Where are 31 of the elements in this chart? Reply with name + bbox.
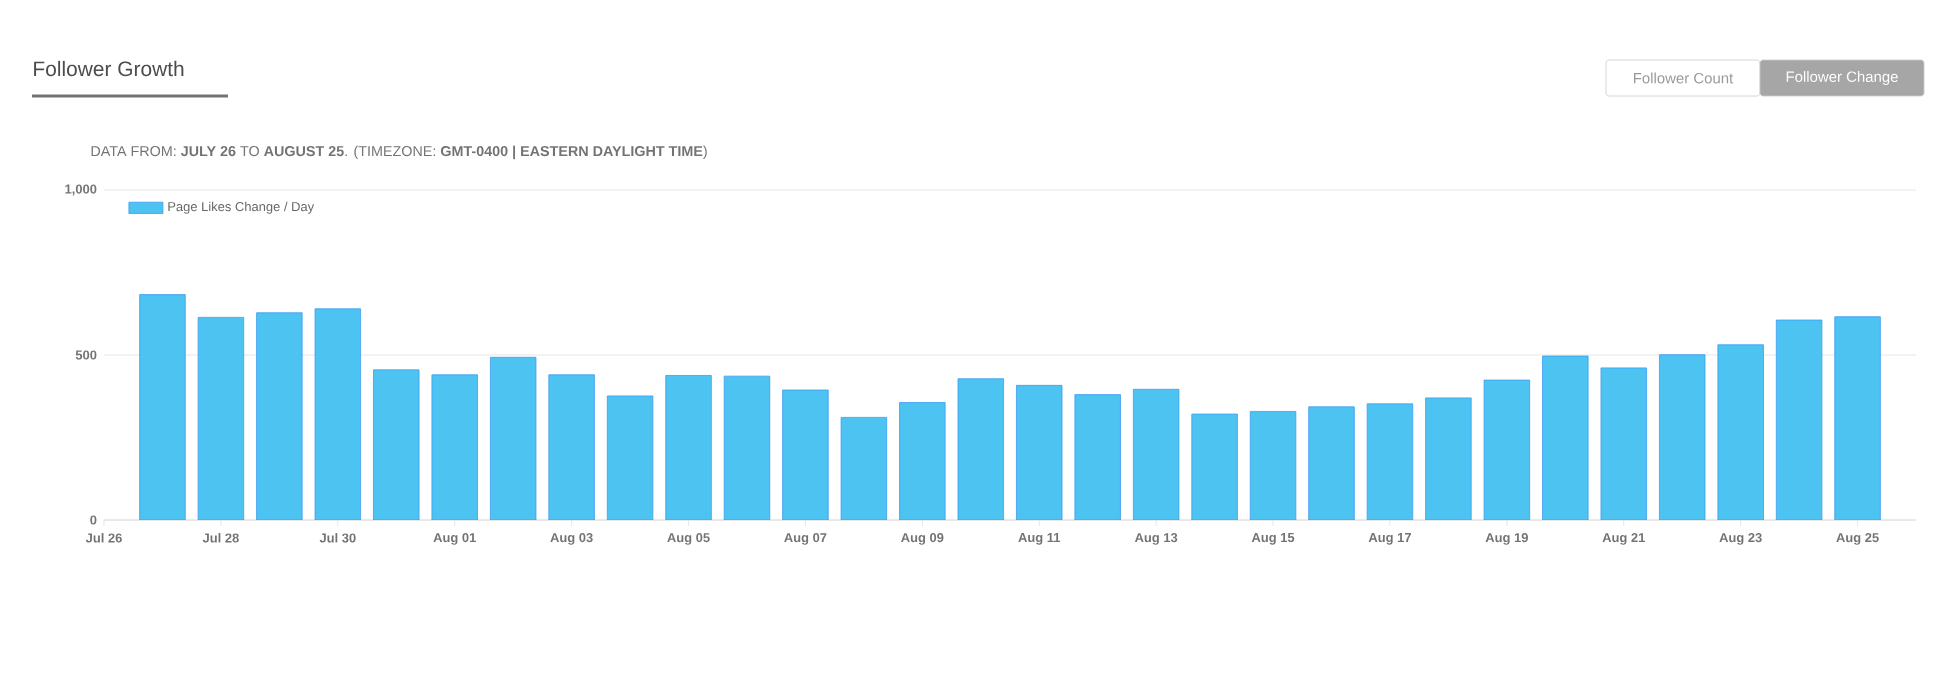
bar [1308,406,1355,520]
bar [723,375,771,520]
bar [1775,319,1823,520]
bar [1542,355,1589,520]
bar [1132,388,1180,520]
chart-title: Follower Growth [34,60,184,77]
bar [197,316,245,520]
bar [1659,354,1706,520]
bar [314,308,362,520]
bar [139,294,186,520]
bar [840,416,888,520]
bar [957,378,1004,520]
bar [1249,411,1297,520]
bar [1016,384,1063,520]
bar [782,389,829,520]
bar [256,312,303,520]
bar [489,356,537,520]
bar [431,374,478,520]
bar [1425,397,1472,520]
bar [1834,316,1881,520]
bar [373,369,420,520]
bar [548,374,595,520]
bar [1600,367,1647,520]
bar [665,375,712,520]
bar [1074,394,1121,520]
bar [1483,379,1531,520]
bar [1366,403,1414,520]
bar [606,395,654,520]
bar [1717,344,1764,520]
bar [899,402,946,520]
bar [1191,413,1238,520]
